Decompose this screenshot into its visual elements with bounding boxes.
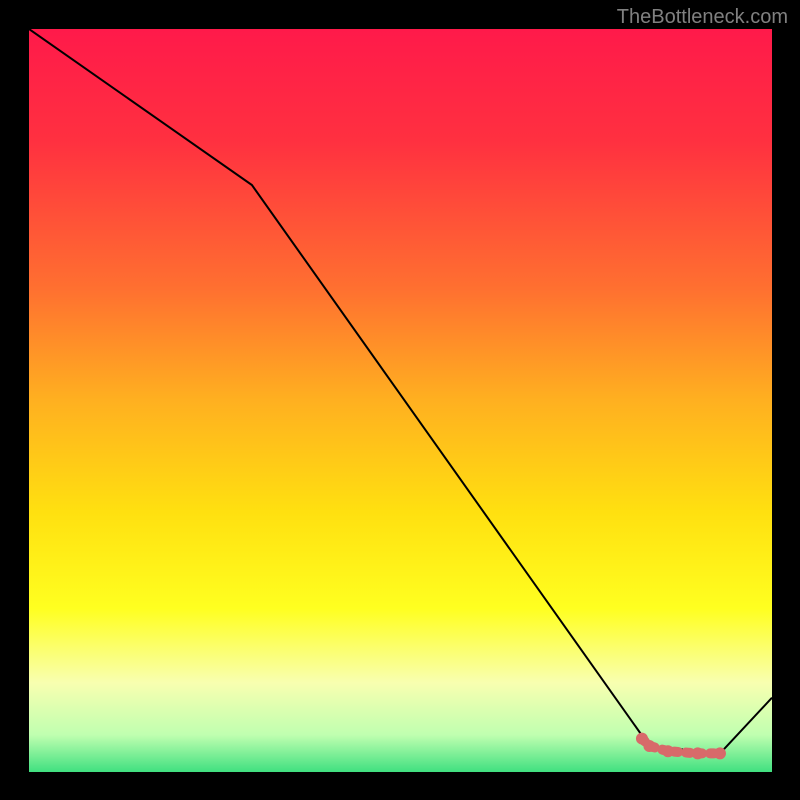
plot-area xyxy=(29,29,772,772)
watermark-text: TheBottleneck.com xyxy=(617,6,788,29)
gradient-background xyxy=(29,29,772,772)
chart-svg xyxy=(29,29,772,772)
